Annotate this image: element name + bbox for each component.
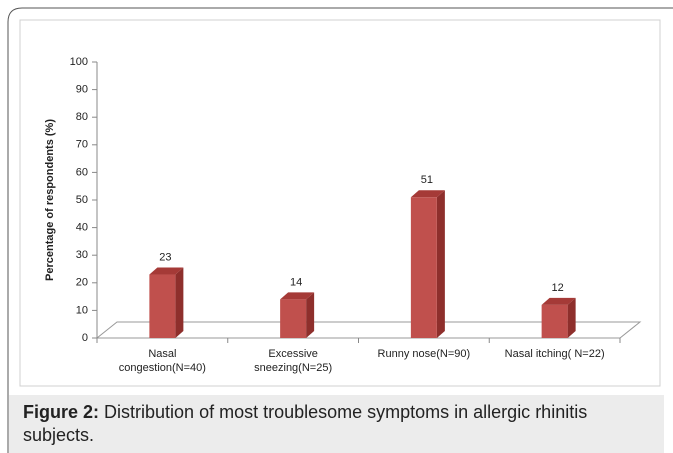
value-label: 23 bbox=[159, 251, 171, 263]
x-tick-label: Runny nose(N=90) bbox=[377, 348, 471, 360]
y-axis-label: Percentage of respondents (%) bbox=[44, 119, 56, 281]
caption: Figure 2: Distribution of most troubleso… bbox=[9, 395, 664, 453]
y-tick-label: 70 bbox=[76, 139, 88, 151]
bar-top bbox=[149, 267, 184, 275]
y-tick-label: 60 bbox=[76, 166, 88, 178]
y-tick-label: 80 bbox=[76, 111, 88, 123]
y-tick-label: 100 bbox=[70, 56, 88, 68]
y-tick-label: 40 bbox=[76, 222, 88, 234]
bar-side bbox=[436, 190, 445, 338]
y-tick-label: 10 bbox=[76, 304, 88, 316]
value-label: 51 bbox=[421, 174, 433, 186]
bar-top bbox=[280, 292, 315, 300]
bar-top bbox=[541, 297, 576, 305]
x-tick-label: Nasal congestion(N=40) bbox=[118, 348, 206, 374]
y-tick-label: 30 bbox=[76, 249, 88, 261]
y-tick-label: 90 bbox=[76, 84, 88, 96]
value-label: 14 bbox=[290, 276, 302, 288]
bar-top bbox=[410, 190, 445, 198]
x-tick-label: Nasal itching( N=22) bbox=[504, 348, 605, 360]
card-border bbox=[7, 7, 673, 453]
bar bbox=[410, 197, 437, 338]
bar-side bbox=[567, 297, 576, 338]
bar-side bbox=[306, 292, 315, 338]
value-label: 12 bbox=[552, 282, 564, 294]
y-tick-label: 20 bbox=[76, 277, 88, 289]
caption-label: Figure 2: bbox=[23, 402, 100, 422]
bar bbox=[280, 299, 307, 338]
caption-text: Distribution of most troublesome symptom… bbox=[23, 402, 588, 445]
x-tick-label: Excessive sneezing(N=25) bbox=[254, 348, 333, 374]
bar bbox=[149, 274, 176, 338]
floor bbox=[95, 321, 642, 339]
bar-side bbox=[175, 267, 184, 338]
y-tick-label: 0 bbox=[82, 332, 88, 344]
bar bbox=[541, 304, 568, 338]
y-tick-label: 50 bbox=[76, 194, 88, 206]
